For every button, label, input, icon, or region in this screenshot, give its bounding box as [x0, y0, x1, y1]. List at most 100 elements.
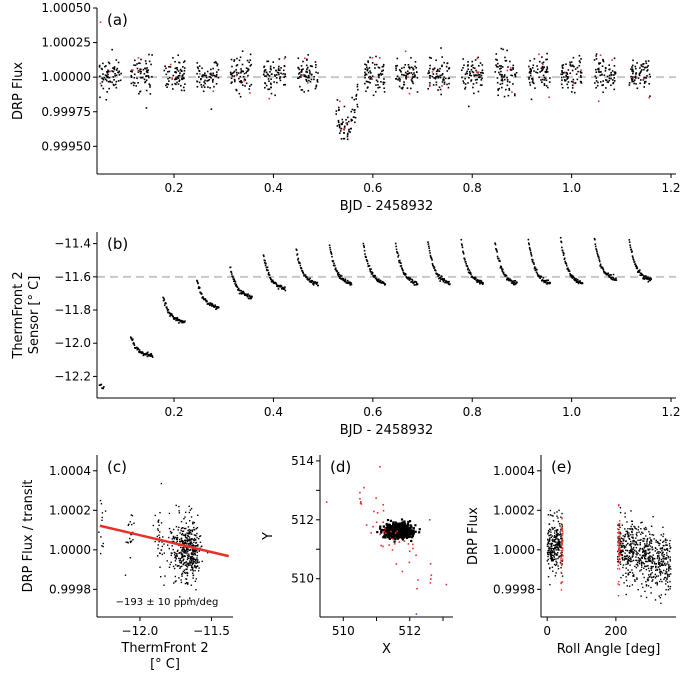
data-point: [555, 558, 557, 560]
data-point: [196, 66, 199, 68]
data-point: [154, 514, 156, 517]
data-point: [635, 533, 638, 535]
data-point: [631, 572, 634, 574]
data-point: [439, 76, 442, 79]
data-point: [352, 116, 355, 119]
x-tick-label: 0.6: [363, 405, 382, 419]
data-point: [647, 567, 650, 570]
data-point: [196, 62, 199, 64]
data-point: [177, 75, 180, 77]
data-point: [646, 537, 649, 540]
data-point: [407, 530, 411, 533]
data-point: [618, 537, 621, 540]
data-point: [640, 70, 642, 73]
data-point: [201, 67, 203, 70]
data-point: [168, 547, 170, 550]
data-point: [181, 540, 184, 542]
data-point: [185, 568, 188, 571]
data-point: [565, 264, 568, 267]
data-point: [189, 562, 192, 564]
data-point: [169, 312, 172, 315]
data-point: [511, 282, 514, 284]
data-point: [668, 575, 670, 578]
data-point: [164, 575, 166, 577]
data-point: [412, 76, 414, 78]
data-point: [178, 512, 181, 514]
data-point: [98, 64, 101, 67]
data-point: [631, 549, 633, 551]
data-point: [622, 564, 625, 566]
data-point: [447, 77, 450, 80]
data-point: [553, 556, 556, 558]
data-point: [139, 62, 141, 65]
data-point: [536, 72, 539, 74]
outlier-point: [617, 564, 619, 567]
data-point: [180, 533, 183, 536]
data-point: [635, 267, 638, 269]
data-point: [650, 576, 653, 578]
outlier-point: [597, 100, 600, 103]
data-point: [604, 66, 607, 69]
outlier-point: [617, 532, 619, 534]
data-point: [555, 572, 557, 574]
y-tick-label: 1.0004: [49, 464, 91, 478]
data-point: [186, 582, 188, 584]
data-point: [636, 561, 639, 564]
data-point: [193, 550, 195, 553]
data-point: [312, 281, 315, 284]
data-point: [664, 538, 667, 540]
data-point: [557, 568, 560, 570]
data-point: [650, 567, 652, 570]
data-point: [240, 289, 242, 292]
data-point: [646, 75, 648, 77]
data-point: [277, 67, 280, 70]
data-point: [470, 74, 473, 77]
data-point: [305, 78, 307, 81]
data-point: [506, 80, 509, 83]
x-axis-label: ThermFront 2: [120, 641, 208, 656]
data-point: [130, 337, 133, 339]
data-point: [192, 557, 195, 559]
data-point: [369, 75, 371, 78]
data-point: [197, 544, 199, 546]
data-point: [427, 241, 429, 243]
data-point: [108, 87, 110, 90]
data-point: [644, 565, 646, 567]
outlier-point: [618, 547, 621, 550]
data-point: [550, 553, 552, 555]
data-point: [609, 277, 612, 279]
data-point: [547, 542, 549, 545]
data-point: [367, 61, 370, 64]
data-point: [159, 531, 161, 533]
data-point: [307, 66, 309, 69]
data-point: [351, 119, 354, 121]
data-point: [409, 526, 412, 529]
x-tick-label: 200: [604, 624, 627, 638]
data-point: [409, 524, 412, 527]
data-point: [438, 277, 441, 279]
outlier-point: [477, 71, 480, 73]
data-point: [241, 292, 244, 295]
data-point: [386, 536, 390, 539]
data-point: [190, 516, 193, 518]
data-point: [300, 89, 303, 91]
data-point: [214, 61, 217, 63]
data-point: [304, 75, 307, 78]
data-point: [608, 74, 611, 77]
data-point: [667, 557, 669, 559]
data-point: [668, 563, 670, 566]
data-point: [196, 565, 199, 568]
data-point: [193, 528, 195, 531]
data-point: [642, 62, 645, 65]
data-point: [646, 552, 648, 555]
data-point: [163, 299, 166, 301]
data-point: [553, 512, 556, 514]
data-point: [349, 281, 351, 283]
data-point: [181, 572, 184, 575]
data-point: [634, 76, 636, 78]
data-point: [309, 72, 311, 75]
data-point: [391, 528, 394, 532]
data-point: [554, 541, 557, 543]
data-point: [505, 274, 508, 277]
data-point: [104, 510, 107, 512]
